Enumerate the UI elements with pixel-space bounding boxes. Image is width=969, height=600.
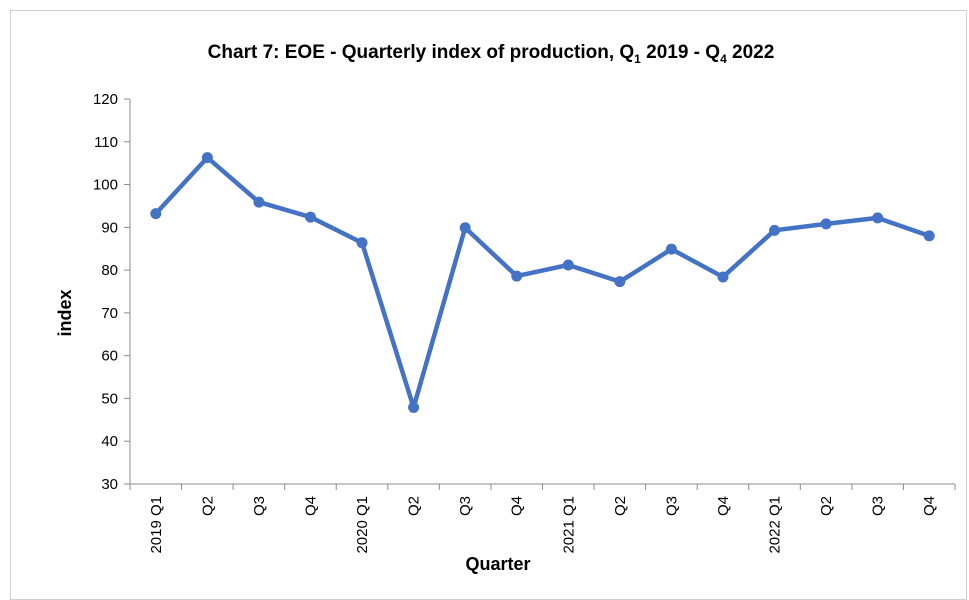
y-tick-label: 70 xyxy=(101,305,118,322)
x-tick-label: Q2 xyxy=(612,496,629,516)
x-tick-label: 2020 Q1 xyxy=(354,496,371,554)
data-point xyxy=(562,259,574,271)
x-tick-label: Q4 xyxy=(509,496,526,516)
data-point xyxy=(511,270,523,282)
x-tick-label: 2022 Q1 xyxy=(767,496,784,554)
y-tick-label: 120 xyxy=(93,91,118,108)
data-point xyxy=(872,212,884,224)
y-tick-label: 30 xyxy=(101,476,118,493)
data-point xyxy=(408,401,420,413)
series-group xyxy=(150,152,935,413)
x-axis: 2019 Q1 Q2 Q3 Q4 2020 Q1 Q2 Q3 Q4 2021 Q1 Q2 Q3 Q4 2… xyxy=(129,483,956,554)
data-point xyxy=(614,276,626,288)
y-tick-label: 90 xyxy=(101,219,118,236)
x-tick-label: 2021 Q1 xyxy=(560,496,577,554)
x-tick-label: Q3 xyxy=(870,496,887,516)
x-tick-label: Q2 xyxy=(818,496,835,516)
data-point xyxy=(769,224,781,236)
series-line xyxy=(153,155,932,410)
y-tick-label: 80 xyxy=(101,262,118,279)
y-tick-label: 100 xyxy=(93,177,118,194)
x-tick-label: Q2 xyxy=(199,496,216,516)
x-tick-label: Q2 xyxy=(406,496,423,516)
y-tick-label: 110 xyxy=(94,134,118,151)
x-tick-label: 2019 Q1 xyxy=(148,496,165,554)
y-tick-label: 60 xyxy=(101,348,118,365)
data-point xyxy=(150,208,162,220)
data-point xyxy=(820,218,832,230)
y-axis: 30 40 50 60 70 80 90 100 110 120 xyxy=(93,91,131,493)
x-tick-label: Q3 xyxy=(251,496,268,516)
data-point xyxy=(253,196,265,208)
data-point xyxy=(459,222,471,234)
x-tick-label: Q3 xyxy=(663,496,680,516)
chart-title: Chart 7: EOE - Quarterly index of produc… xyxy=(208,42,775,66)
data-point xyxy=(923,230,935,242)
chart-frame xyxy=(10,10,967,600)
y-axis-title: index xyxy=(55,289,75,336)
x-tick-label: Q3 xyxy=(457,496,474,516)
data-point xyxy=(201,152,213,164)
data-point xyxy=(717,271,729,283)
y-tick-label: 50 xyxy=(101,390,118,407)
x-tick-label: Q4 xyxy=(715,496,732,516)
y-tick-label: 40 xyxy=(101,433,118,450)
data-point xyxy=(665,243,677,255)
x-axis-title: Quarter xyxy=(465,554,530,574)
data-point xyxy=(356,237,368,249)
x-tick-label: Q4 xyxy=(302,496,319,516)
data-point xyxy=(304,211,316,223)
x-tick-label: Q4 xyxy=(921,496,938,516)
